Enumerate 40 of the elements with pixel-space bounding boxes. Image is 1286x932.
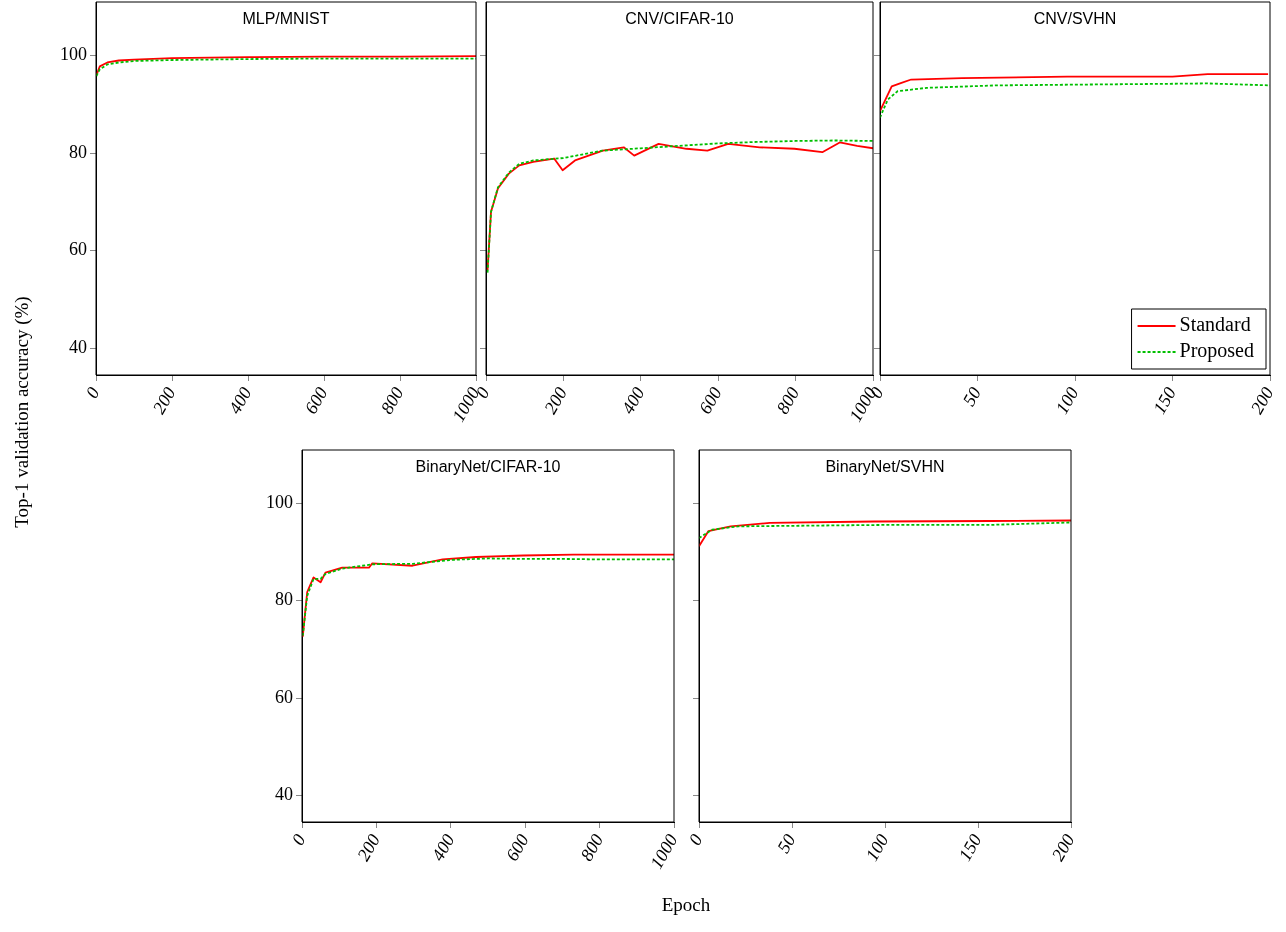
y-axis-title: Top-1 validation accuracy (%): [11, 296, 33, 528]
y-tick-label: 40: [69, 336, 87, 357]
legend-label: Standard: [1179, 313, 1251, 336]
x-tick-label: 200: [1047, 830, 1079, 865]
x-tick-label: 600: [694, 383, 726, 418]
x-tick-label: 400: [617, 383, 649, 418]
x-tick-label: 800: [576, 830, 608, 865]
x-tick-label: 800: [772, 383, 804, 418]
y-tick-label: 40: [275, 783, 293, 804]
y-tick-label: 100: [266, 492, 293, 513]
y-tick-label: 100: [60, 44, 87, 65]
x-tick-label: 150: [954, 830, 986, 865]
x-tick-label: 100: [861, 830, 893, 865]
y-tick-label: 60: [275, 686, 293, 707]
x-tick-label: 200: [1246, 383, 1278, 418]
x-tick-label: 0: [81, 383, 104, 402]
x-axis-title: Epoch: [661, 894, 711, 916]
x-tick-label: 150: [1149, 383, 1181, 418]
text: CNV/SVHN: [1033, 10, 1117, 28]
x-tick-label: 50: [773, 830, 800, 857]
x-tick-label: 400: [224, 383, 256, 418]
text: BinaryNet/SVHN: [825, 458, 945, 476]
x-tick-label: 600: [501, 830, 533, 865]
y-tick-label: 60: [69, 239, 87, 260]
x-tick-label: 50: [958, 383, 986, 410]
x-tick-label: 200: [353, 830, 384, 865]
x-tick-label: 0: [684, 830, 707, 849]
x-tick-label: 100: [1051, 383, 1083, 418]
x-tick-label: 800: [376, 383, 408, 418]
x-tick-label: 200: [148, 383, 180, 418]
x-tick-label: 600: [300, 383, 332, 418]
x-tick-label: 200: [540, 383, 571, 418]
y-tick-label: 80: [69, 141, 87, 162]
y-tick-label: 80: [275, 589, 293, 610]
text: MLP/MNIST: [242, 10, 330, 28]
text: BinaryNet/CIFAR-10: [415, 458, 561, 476]
legend-label: Proposed: [1179, 339, 1255, 363]
x-tick-label: 400: [427, 830, 459, 865]
text: CNV/CIFAR-10: [625, 10, 734, 28]
x-tick-label: 0: [287, 830, 310, 849]
